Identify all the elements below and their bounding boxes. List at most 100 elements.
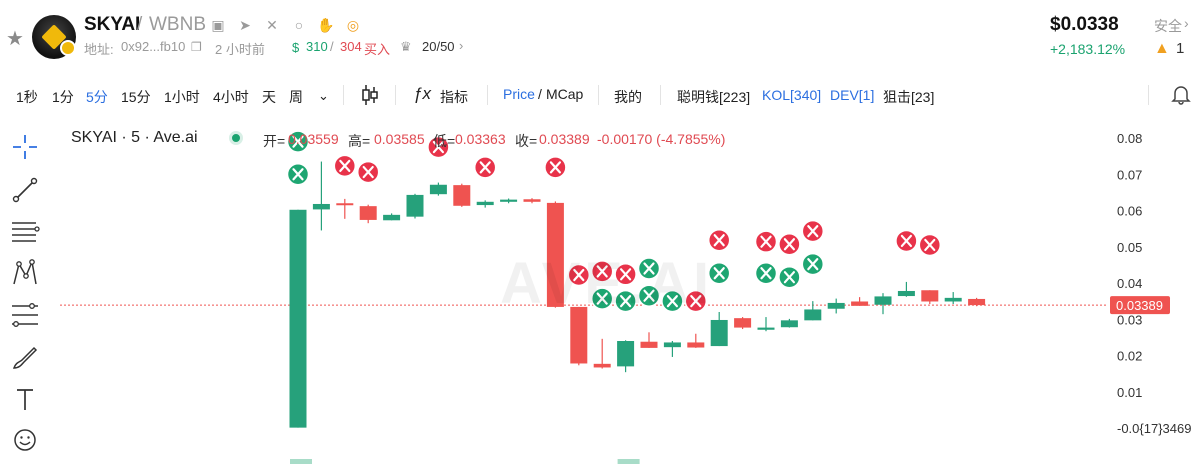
candle[interactable]: [500, 198, 518, 204]
trendline-icon[interactable]: [10, 175, 40, 205]
mode-price[interactable]: Price: [503, 86, 535, 102]
sell-marker[interactable]: [778, 232, 801, 256]
candle[interactable]: [874, 293, 892, 315]
timeframe-1h[interactable]: 1小时: [164, 89, 200, 105]
candle[interactable]: [336, 198, 354, 219]
timeframe-5m[interactable]: 5分: [86, 89, 108, 105]
sell-marker[interactable]: [356, 160, 380, 184]
candle[interactable]: [897, 281, 915, 297]
smart-money-filter[interactable]: 聪明钱[223]: [677, 89, 751, 105]
candle[interactable]: [289, 209, 307, 428]
toolbar-divider: [1148, 85, 1149, 105]
bell-icon[interactable]: [1170, 83, 1192, 105]
kol-filter[interactable]: KOL[340]: [762, 87, 822, 103]
sell-marker[interactable]: [544, 156, 567, 179]
timeframe-4h[interactable]: 4小时: [213, 89, 249, 105]
horizontal-lines-icon[interactable]: [10, 216, 40, 246]
favorite-star-icon[interactable]: ★: [6, 28, 24, 50]
buy-marker[interactable]: [778, 265, 801, 289]
buy-marker[interactable]: [801, 252, 825, 276]
candle[interactable]: [687, 333, 705, 348]
crosshair-icon[interactable]: [10, 132, 40, 162]
low-label: 低=: [433, 133, 456, 149]
sell-marker[interactable]: [895, 229, 918, 253]
buy-marker[interactable]: [754, 261, 778, 285]
candle[interactable]: [523, 198, 541, 204]
indicators-button[interactable]: 指标: [440, 89, 468, 105]
candle[interactable]: [710, 312, 728, 347]
x-icon[interactable]: ✕: [266, 17, 278, 33]
candle[interactable]: [429, 182, 447, 196]
candle[interactable]: [617, 340, 635, 373]
top-holders[interactable]: 20/50: [422, 39, 455, 54]
candle[interactable]: [757, 317, 775, 332]
brush-icon[interactable]: [10, 342, 40, 372]
toolbar-divider: [343, 85, 344, 105]
pair-separator: /: [137, 14, 143, 35]
y-tick-label: 0.02: [1117, 349, 1142, 364]
token-age: 2 小时前: [215, 42, 265, 57]
function-icon[interactable]: ƒx: [413, 84, 431, 103]
candle[interactable]: [851, 297, 869, 306]
candlestick-icon[interactable]: [360, 83, 380, 107]
candle[interactable]: [640, 332, 658, 348]
candle[interactable]: [734, 317, 752, 330]
candle[interactable]: [804, 301, 822, 321]
candle[interactable]: [968, 297, 986, 307]
search-icon[interactable]: ○: [294, 17, 304, 33]
volume-bar: [290, 459, 312, 464]
buy-marker[interactable]: [286, 163, 310, 186]
coins-icon[interactable]: ◎: [346, 17, 360, 33]
fibonacci-icon[interactable]: [10, 300, 40, 330]
telegram-icon[interactable]: ➤: [239, 17, 251, 33]
candle[interactable]: [476, 200, 494, 208]
mine-filter[interactable]: 我的: [614, 89, 642, 105]
sell-marker[interactable]: [707, 228, 731, 252]
sell-marker[interactable]: [918, 233, 942, 257]
chevron-down-icon[interactable]: ⌄: [318, 88, 329, 103]
copy-icon[interactable]: ❐: [191, 40, 202, 54]
emoji-icon[interactable]: [10, 425, 40, 455]
close-label: 收=: [515, 133, 538, 149]
candle[interactable]: [359, 204, 377, 224]
sell-marker[interactable]: [333, 154, 357, 178]
pattern-icon[interactable]: [10, 258, 40, 288]
timeframe-1m[interactable]: 1分: [52, 89, 74, 105]
hand-icon[interactable]: ✋: [317, 17, 335, 33]
candle[interactable]: [944, 292, 962, 305]
y-tick-label: 0.06: [1117, 204, 1142, 219]
timeframe-day[interactable]: 天: [262, 89, 276, 105]
candle[interactable]: [593, 338, 611, 369]
text-tool-icon[interactable]: [10, 384, 40, 414]
low-value: 0.03363: [455, 131, 506, 147]
mode-mcap[interactable]: MCap: [546, 86, 584, 102]
sniper-filter[interactable]: 狙击[23]: [883, 89, 935, 105]
chevron-right-icon[interactable]: ›: [1184, 15, 1189, 31]
chevron-right-icon[interactable]: ›: [459, 38, 464, 53]
candle[interactable]: [312, 161, 330, 231]
timeframe-1s[interactable]: 1秒: [16, 89, 38, 105]
contract-address[interactable]: 0x92...fb10: [121, 39, 186, 54]
candle[interactable]: [827, 298, 845, 314]
safety-label[interactable]: 安全: [1154, 18, 1182, 34]
status-dot-icon[interactable]: [229, 131, 243, 145]
timeframe-15m[interactable]: 15分: [121, 89, 151, 105]
y-tick-label: 0.05: [1117, 240, 1142, 255]
candle[interactable]: [453, 183, 471, 207]
sell-marker[interactable]: [801, 219, 825, 243]
current-price: $0.0338: [1050, 14, 1119, 35]
candle[interactable]: [780, 318, 798, 328]
warning-count[interactable]: 1: [1176, 40, 1185, 57]
dev-filter[interactable]: DEV[1]: [830, 87, 875, 103]
candle[interactable]: [663, 341, 681, 357]
candle[interactable]: [921, 290, 939, 305]
window-icon[interactable]: ▣: [211, 17, 225, 33]
high-value: 0.03585: [374, 131, 425, 147]
candle[interactable]: [383, 213, 401, 221]
timeframe-week[interactable]: 周: [289, 89, 303, 105]
candle[interactable]: [406, 193, 424, 219]
sell-marker[interactable]: [754, 230, 778, 253]
sell-marker[interactable]: [473, 156, 497, 179]
crown-icon: ♛: [400, 39, 412, 54]
